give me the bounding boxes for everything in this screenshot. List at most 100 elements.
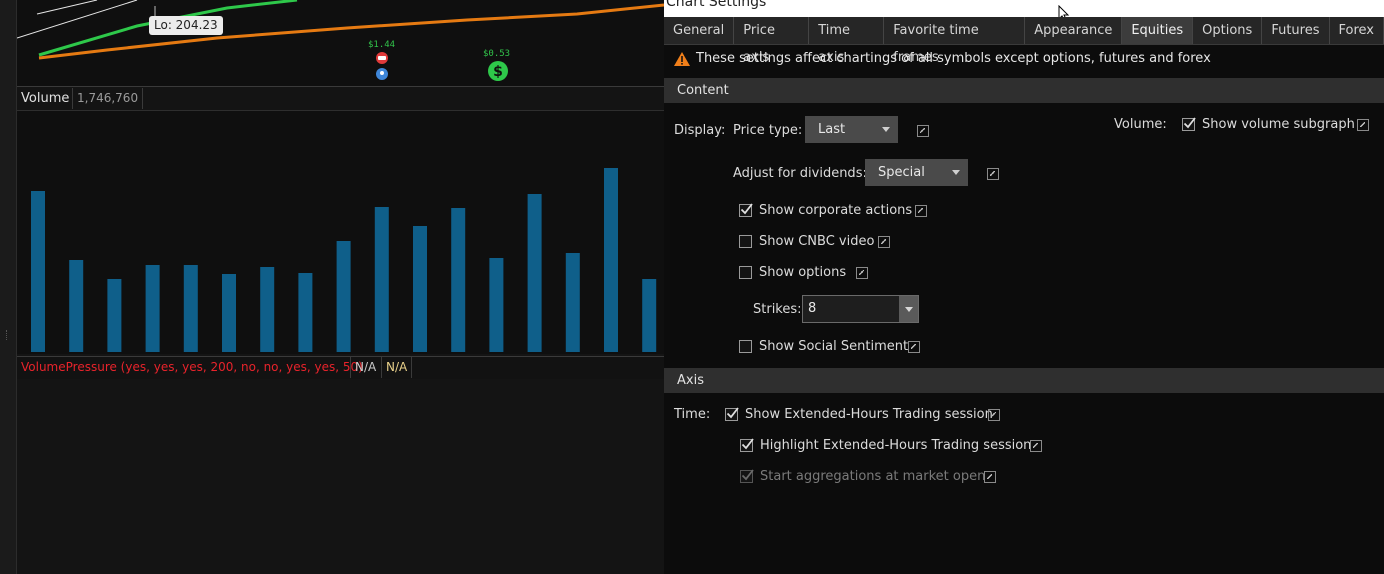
volume-bar [604,168,618,352]
price-line-orange [38,3,664,60]
volume-bar [642,279,657,352]
section-axis-label: Axis [677,373,704,388]
tab-favorite-time-frames[interactable]: Favorite time frames [884,17,1026,65]
volume-label: Volume: [1114,117,1167,132]
show-corporate-actions-label: Show corporate actions [759,203,913,218]
tab-options[interactable]: Options [1193,17,1263,44]
tab-time-axis[interactable]: Time axis [809,17,885,65]
adjust-dividends-value: Special [878,165,925,180]
tab-equities[interactable]: Equities [1122,17,1194,44]
chevron-down-icon [952,170,960,175]
trend-line-2 [36,0,98,15]
strikes-input[interactable]: 8 [802,295,919,323]
chevron-down-icon [882,127,890,132]
dividends-link-icon[interactable] [987,168,999,180]
chart-area[interactable]: $ Lo: 204.23 $1.44 $0.53 Volume 1,746,76… [0,0,664,574]
start-aggregations-label: Start aggregations at market open [760,469,986,484]
extended-hours-link-icon[interactable] [988,409,1000,421]
study-value-2: N/A [381,357,413,378]
dividend-label-1: $1.44 [368,40,396,50]
section-content-header: Content [664,78,1384,103]
dialog-titlebar[interactable]: Chart Settings [664,0,1384,17]
show-social-sentiment-label: Show Social Sentiment [759,339,909,354]
start-aggregations-link-icon[interactable] [984,471,996,483]
tab-general[interactable]: General [664,17,735,44]
price-plot: $ [17,0,664,81]
resize-grip[interactable] [6,330,9,340]
strikes-label: Strikes: [753,302,802,317]
price-type-value: Last [818,122,846,137]
show-volume-subgraph-checkbox[interactable] [1182,117,1196,131]
volume-bar [69,260,84,352]
show-extended-hours-checkbox[interactable] [725,407,739,421]
options-link-icon[interactable] [856,267,868,279]
trend-line-1 [17,0,138,39]
dividend-icon [488,61,508,81]
tab-futures[interactable]: Futures [1262,17,1330,44]
strikes-dropdown-button[interactable] [899,296,918,322]
volume-bar [298,273,313,352]
checkmark-icon [726,407,739,419]
show-social-sentiment-checkbox[interactable] [739,340,752,353]
strikes-value: 8 [808,301,817,316]
volume-value: 1,746,760 [72,88,144,109]
volume-bar [413,226,427,352]
adjust-dividends-label: Adjust for dividends: [733,166,867,181]
section-content-label: Content [677,83,729,98]
show-corporate-actions-checkbox[interactable] [739,203,753,217]
tab-price-axis[interactable]: Price axis [734,17,810,65]
warning-text: These settings affect chartings of all s… [696,51,1211,66]
chevron-down-icon [905,307,913,312]
show-cnbc-video-checkbox[interactable] [739,235,752,248]
show-options-checkbox[interactable] [739,266,752,279]
highlight-extended-link-icon[interactable] [1030,440,1042,452]
highlight-extended-hours-label: Highlight Extended-Hours Trading session [760,438,1032,453]
tab-appearance[interactable]: Appearance [1025,17,1123,44]
highlight-extended-hours-checkbox[interactable] [740,438,754,452]
start-aggregations-checkbox [740,469,754,483]
show-cnbc-video-label: Show CNBC video [759,234,875,249]
study-title[interactable]: VolumePressure (yes, yes, yes, 200, no, … [21,360,363,374]
show-extended-hours-label: Show Extended-Hours Trading session [745,407,993,422]
price-type-link-icon[interactable] [917,125,929,137]
volume-bar [451,208,466,352]
volume-bar [336,241,351,352]
svg-text:$: $ [493,64,503,80]
volume-bar [260,267,275,352]
checkmark-icon [741,438,754,450]
tab-forex[interactable]: Forex [1330,17,1384,44]
time-label: Time: [674,407,711,422]
volume-bar [565,253,580,352]
dialog-title: Chart Settings [666,0,767,10]
volume-pane[interactable] [17,111,664,354]
corporate-actions-link-icon[interactable] [915,205,927,217]
cnbc-video-link-icon[interactable] [878,236,890,248]
price-type-select[interactable]: Last [805,116,898,143]
social-sentiment-link-icon[interactable] [908,341,920,353]
volume-bar [145,265,160,352]
study-pane[interactable] [17,379,664,574]
checkmark-icon [741,469,754,481]
volume-link-icon[interactable] [1357,119,1369,131]
price-type-label: Price type: [733,123,803,138]
adjust-dividends-select[interactable]: Special [865,159,968,186]
volume-bar [31,191,45,352]
volume-bar [183,265,198,352]
mouse-cursor-icon [1058,5,1070,17]
study-header: VolumePressure (yes, yes, yes, 200, no, … [17,356,664,380]
show-options-label: Show options [759,265,847,280]
left-rail [0,0,17,574]
volume-bar [489,258,504,352]
chart-settings-dialog: Chart Settings General Price axis Time axi… [664,0,1384,574]
volume-bar [222,274,236,352]
warning-icon [674,51,690,66]
warning-row: These settings affect chartings of all s… [674,51,1211,66]
section-axis-header: Axis [664,368,1384,393]
display-label: Display: [674,123,726,138]
volume-bars [31,168,657,352]
volume-bar [527,194,542,352]
show-volume-subgraph-label: Show volume subgraph [1202,117,1355,132]
lo-label: Lo: 204.23 [149,16,223,35]
price-pane[interactable]: $ Lo: 204.23 $1.44 $0.53 [17,0,664,87]
tab-bar: General Price axis Time axis Favorite time … [664,17,1384,65]
